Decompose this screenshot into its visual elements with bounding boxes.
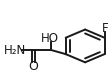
Text: O: O xyxy=(28,60,38,73)
Text: HO: HO xyxy=(41,32,59,45)
Text: H₂N: H₂N xyxy=(4,44,26,56)
Text: F: F xyxy=(102,22,109,35)
